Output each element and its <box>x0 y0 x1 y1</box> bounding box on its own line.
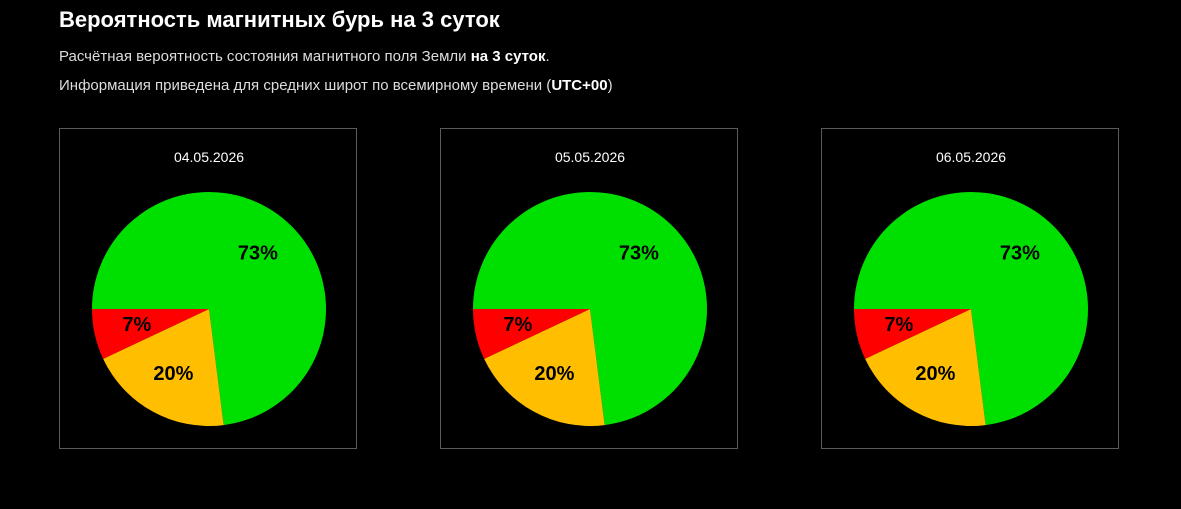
slice-data-label: 73% <box>1000 242 1040 264</box>
slice-data-label: 7% <box>122 314 151 336</box>
timezone-label: UTC+00 <box>551 77 608 94</box>
slice-data-label: 7% <box>503 314 532 336</box>
pie-slice <box>854 192 1088 426</box>
slice-data-label: 20% <box>915 363 955 385</box>
slice-data-label: 20% <box>153 363 193 385</box>
description-punctuation: . <box>545 48 550 65</box>
pie-chart-panel-day-3: 06.05.2026 73% 20% 7% <box>821 128 1119 449</box>
pie-chart: 05.05.2026 73% 20% 7% <box>473 149 707 426</box>
pie-slice <box>92 192 326 426</box>
description-text: Информация приведена для средних широт п… <box>59 77 552 94</box>
slice-data-label: 7% <box>884 314 913 336</box>
pie-slice <box>865 309 986 426</box>
page-title: Вероятность магнитных бурь на 3 суток <box>59 7 500 32</box>
description-emphasis: на 3 суток <box>470 48 546 65</box>
chart-title: 05.05.2026 <box>555 149 625 165</box>
description-text: Расчётная вероятность состояния магнитно… <box>59 48 471 65</box>
description-punctuation: ) <box>607 77 613 94</box>
pie-chart: 04.05.2026 73% 20% 7% <box>92 149 326 426</box>
pie-chart: 06.05.2026 73% 20% 7% <box>854 149 1088 426</box>
pie-slice <box>484 309 605 426</box>
pie-chart-panel-day-1: 04.05.2026 73% 20% 7% <box>59 128 357 449</box>
pie-slice <box>854 309 971 359</box>
slice-data-label: 73% <box>619 242 659 264</box>
description-line-forecast: Расчётная вероятность состояния магнитно… <box>59 47 550 67</box>
slice-data-label: 73% <box>238 242 278 264</box>
pie-slice <box>473 309 590 359</box>
pie-chart-panel-day-2: 05.05.2026 73% 20% 7% <box>440 128 738 449</box>
slice-data-label: 20% <box>534 363 574 385</box>
pie-slice <box>92 309 209 359</box>
chart-title: 04.05.2026 <box>174 149 244 165</box>
pie-slice <box>473 192 707 426</box>
description-line-timezone: Информация приведена для средних широт п… <box>59 76 613 96</box>
pie-slice <box>103 309 224 426</box>
chart-title: 06.05.2026 <box>936 149 1006 165</box>
